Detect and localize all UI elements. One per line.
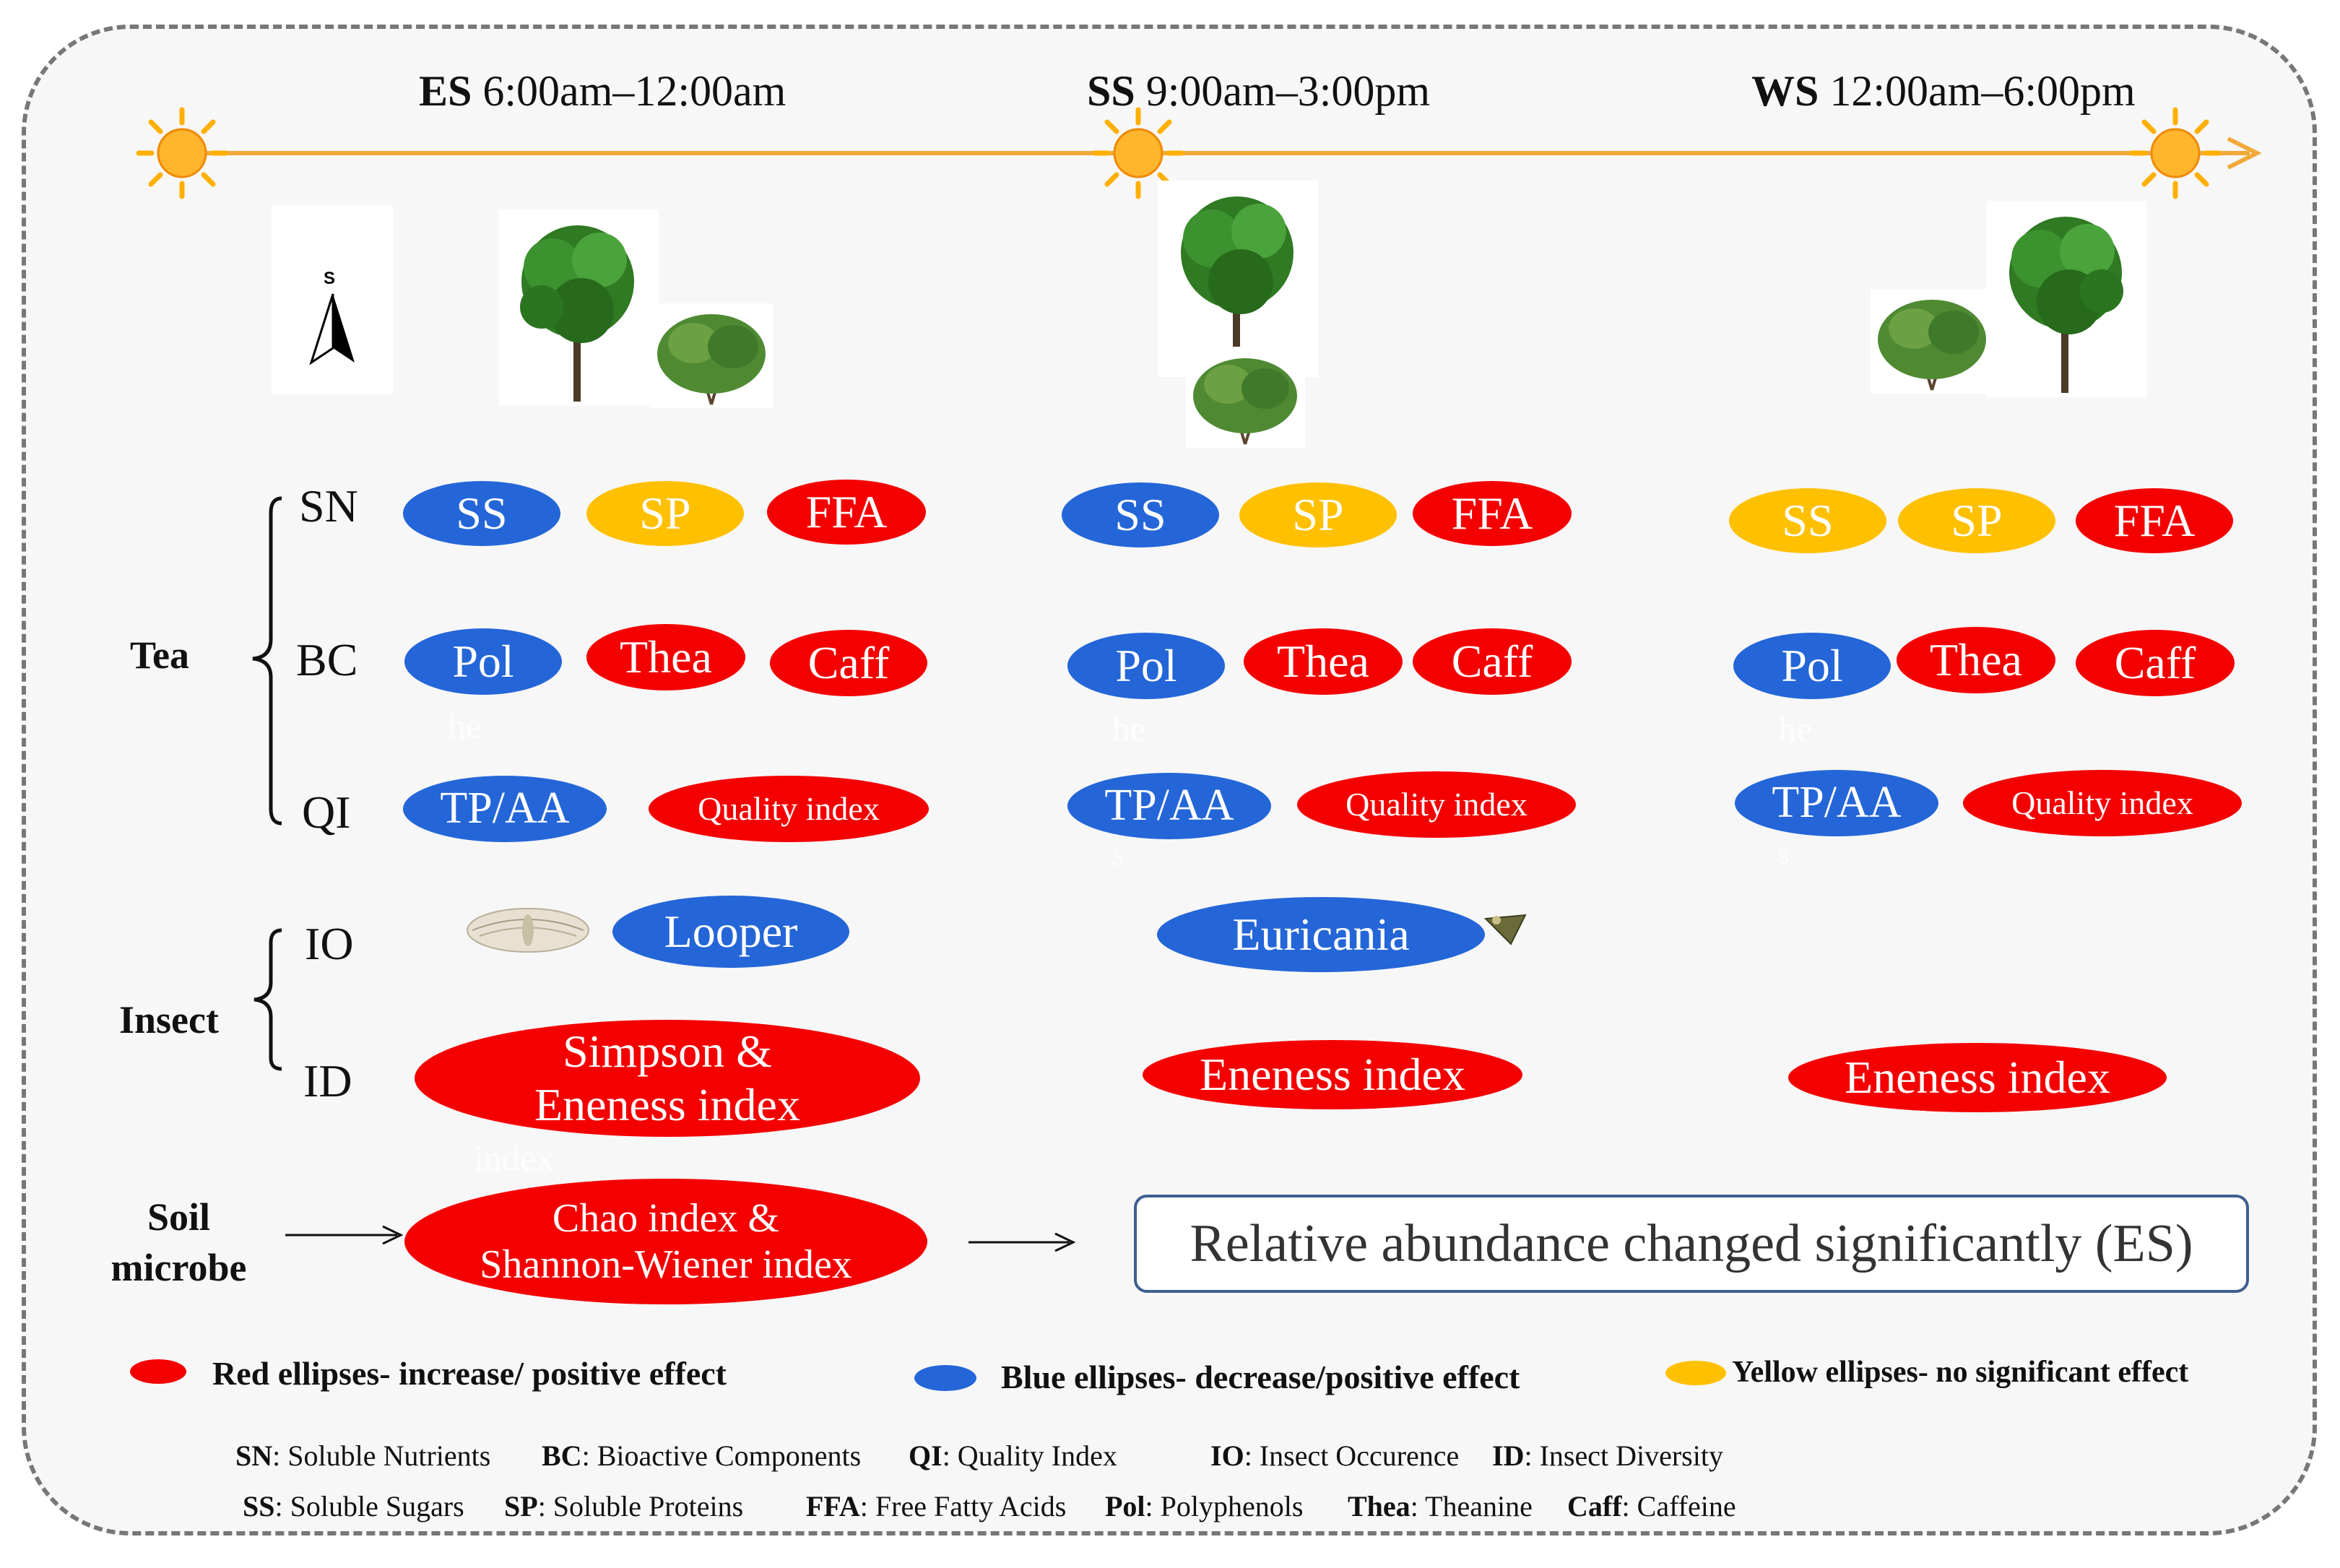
period-ws-title: WS 12:00am–6:00pm [1751,67,2136,115]
abbr-ss: SS: Soluble Sugars [243,1490,464,1522]
ellipse-es-quality-index: Quality index [649,776,929,842]
row-label-qi: QI [302,787,351,838]
ghost-text: s [1112,839,1124,871]
ellipse-ss-tpaa: TP/AA [1067,773,1271,839]
tea-bush-image [1186,347,1305,448]
ghost-text: he [448,706,482,746]
sun-icon [136,107,228,199]
ellipse-es-ss: SS [403,481,560,546]
legend-red-swatch [130,1359,186,1384]
ellipse-ss-ffa: FFA [1413,481,1572,546]
ellipse-ss-euricania: Euricania [1157,897,1485,972]
compass-panel: S [272,205,393,394]
legend-red-text: Red ellipses- increase/ positive effect [212,1355,727,1392]
tea-bush-image [650,303,773,408]
ellipse-es-ffa: FFA [767,480,926,545]
group-label-insect: Insect [119,998,219,1041]
row-label-sn: SN [299,480,358,532]
ellipse-ws-caff: Caff [2076,630,2235,696]
group-label-soil-microbe: Soil microbe [110,1195,247,1290]
ellipse-ss-thea: Thea [1244,628,1403,695]
ghost-text: he [1778,709,1813,749]
ellipse-ss-ss: SS [1062,482,1219,547]
period-es-title: ES 6:00am–12:00am [419,67,786,115]
ellipse-ss-pol: Pol [1067,633,1225,699]
ghost-text: s [1778,837,1790,870]
tea-brace [252,496,282,826]
arrow-right-icon [285,1225,404,1245]
ellipse-ws-pol: Pol [1733,633,1891,699]
row-label-bc: BC [296,634,358,685]
row-label-id: ID [303,1055,352,1106]
ellipse-es-tpaa: TP/AA [403,776,607,842]
ellipse-es-thea: Thea [586,624,745,690]
tall-tree-image [498,209,659,406]
ellipse-ws-insect-diversity: Eneness index [1788,1043,2167,1112]
legend-yellow-text: Yellow ellipses- no significant effect [1732,1356,2189,1389]
abbr-bc: BC: Bioactive Components [542,1439,862,1472]
north-arrow-icon [309,293,355,365]
ellipse-ws-ffa: FFA [2076,488,2233,553]
ellipse-ss-quality-index: Quality index [1297,771,1576,838]
abbr-id: ID: Insect Diversity [1492,1439,1723,1472]
legend-blue-swatch [914,1365,976,1391]
tea-bush-image [1871,289,1993,394]
abbr-pol: Pol: Polyphenols [1105,1490,1304,1522]
sun-icon [2129,107,2222,199]
ellipse-ws-tpaa: TP/AA [1735,770,1938,836]
moth-icon [467,908,589,953]
ellipse-ws-thea: Thea [1897,627,2055,693]
abbr-sp: SP: Soluble Proteins [504,1490,744,1522]
abbr-io: IO: Insect Occurence [1210,1439,1460,1472]
ellipse-ws-quality-index: Quality index [1963,770,2242,836]
abbr-sn: SN: Soluble Nutrients [235,1439,491,1472]
ellipse-ws-sp: SP [1898,488,2055,553]
timeline-arrowhead [2227,137,2262,170]
ellipse-ss-sp: SP [1239,482,1397,547]
relative-abundance-box: Relative abundance changed significantly… [1134,1195,2249,1293]
period-ss-title: SS 9:00am–3:00pm [1087,67,1431,115]
group-label-tea: Tea [130,633,190,677]
ghost-text: index [474,1138,555,1178]
legend-yellow-swatch [1665,1361,1726,1385]
ellipse-ws-ss: SS [1729,488,1886,553]
abbr-qi: QI: Quality Index [909,1439,1117,1472]
ellipse-es-looper: Looper [612,896,849,968]
planthopper-icon [1483,914,1527,945]
timeline [136,107,2262,199]
ellipse-es-insect-diversity: Simpson & Eneness index [415,1020,920,1137]
tall-tree-image [1158,181,1318,377]
ellipse-es-sp: SP [586,481,744,546]
insect-brace [254,928,282,1071]
row-label-io: IO [305,918,354,969]
abbr-caff: Caff: Caffeine [1567,1490,1736,1522]
ellipse-es-caff: Caff [770,630,927,696]
ghost-text: he [1112,709,1147,749]
compass-label: S [324,269,336,288]
abbr-thea: Thea: Theanine [1348,1490,1533,1522]
arrow-right-icon [968,1232,1076,1252]
sun-icon [1092,107,1184,199]
tall-tree-image [1986,201,2146,397]
ellipse-soil-diversity: Chao index & Shannon-Wiener index [404,1179,927,1304]
legend-blue-text: Blue ellipses- decrease/positive effect [1001,1359,1520,1395]
ellipse-es-pol: Pol [404,628,562,695]
abbr-ffa: FFA: Free Fatty Acids [806,1490,1067,1522]
ellipse-ss-caff: Caff [1413,628,1572,695]
ellipse-ss-insect-diversity: Eneness index [1143,1040,1522,1109]
